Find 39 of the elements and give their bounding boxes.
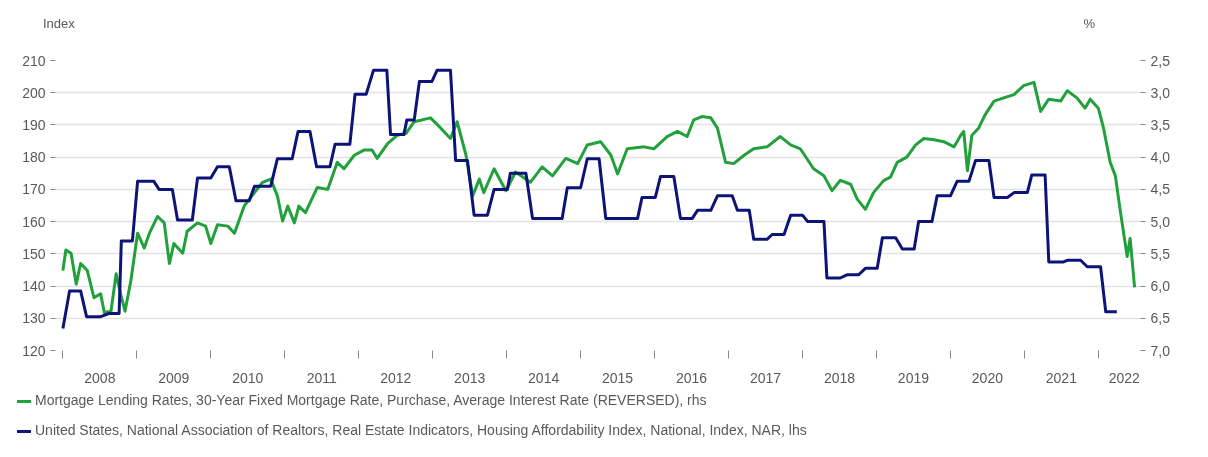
y-tick-label: 130 xyxy=(22,310,46,327)
y2-tick-label: 4,0 xyxy=(1150,149,1171,166)
x-tick-label: 2008 xyxy=(84,369,116,386)
x-tick-label: 2019 xyxy=(897,369,930,386)
legend-label: Mortgage Lending Rates, 30-Year Fixed Mortgage Rate, Purchase, Average Interest Rate (REVERSED), rhs xyxy=(34,391,707,410)
y2-tick-label: 7,0 xyxy=(1150,342,1171,359)
x-tick-label: 2009 xyxy=(158,369,190,386)
x-tick-label: 2018 xyxy=(823,369,856,386)
y2-tick-label: 6,0 xyxy=(1150,278,1171,295)
x-tick-label: 2015 xyxy=(602,369,634,386)
y-tick-label: 150 xyxy=(22,245,46,262)
y2-tick-label: 6,5 xyxy=(1150,310,1171,327)
x-tick-label: 2017 xyxy=(749,369,782,386)
y-tick-label: 180 xyxy=(22,149,46,166)
x-tick-label: 2014 xyxy=(528,369,560,386)
y2-tick-label: 3,5 xyxy=(1150,116,1171,133)
x-tick-label: 2016 xyxy=(675,369,708,386)
y-tick-label: 210 xyxy=(22,52,46,69)
legend-label: United States, National Association of Realtors, Real Estate Indicators, Housing Affordability Index, National, Index, NAR, lhs xyxy=(34,421,807,440)
y-tick-label: 120 xyxy=(22,342,46,359)
y-tick-label: 160 xyxy=(22,213,46,230)
y2-tick-label: 5,5 xyxy=(1150,245,1171,262)
y2-tick-label: 3,0 xyxy=(1150,84,1171,101)
y-tick-label: 200 xyxy=(22,84,46,101)
x-tick-label: 2012 xyxy=(380,369,412,386)
x-tick-label: 2022 xyxy=(1108,369,1141,386)
y-tick-label: 140 xyxy=(22,278,46,295)
y2-tick-label: 5,0 xyxy=(1150,213,1171,230)
y-axis-title: Index xyxy=(43,15,75,33)
x-tick-label: 2010 xyxy=(232,369,264,386)
x-tick-label: 2011 xyxy=(306,369,338,386)
y2-tick-label: 4,5 xyxy=(1150,181,1171,198)
x-tick-label: 2013 xyxy=(454,369,486,386)
x-tick-label: 2020 xyxy=(971,369,1004,386)
y2-tick-label: 2,5 xyxy=(1150,52,1171,69)
y2-axis-title: % xyxy=(1083,15,1095,33)
y-tick-label: 170 xyxy=(22,181,46,198)
x-tick-label: 2021 xyxy=(1045,369,1078,386)
y-tick-label: 190 xyxy=(22,116,46,133)
